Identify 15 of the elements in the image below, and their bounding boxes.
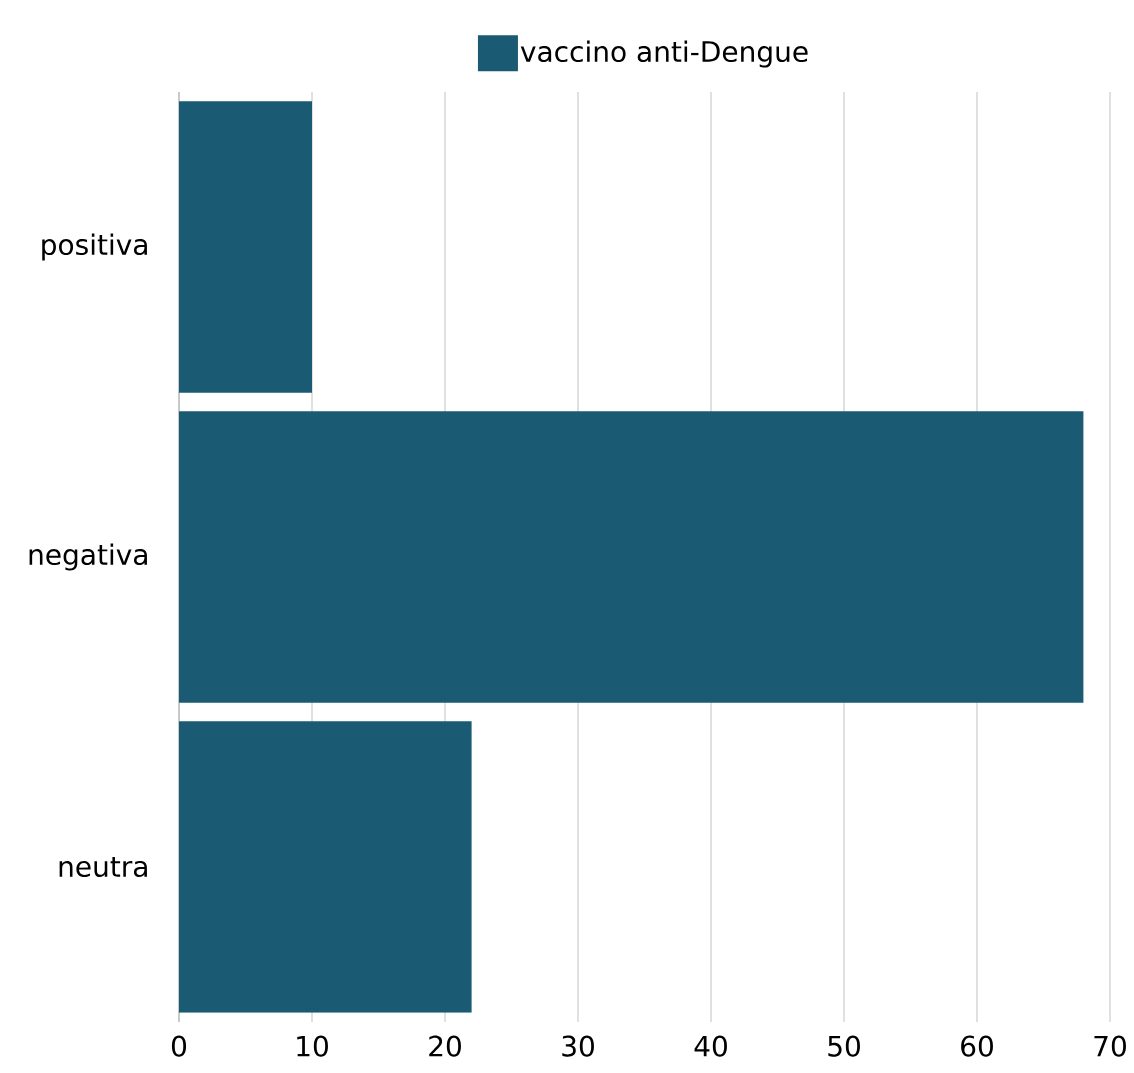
x-tick-label: 10 xyxy=(297,1035,328,1057)
x-tick-label: 60 xyxy=(961,1035,993,1057)
bar xyxy=(179,721,472,1013)
legend-label: vaccino anti-Dengue xyxy=(520,40,808,68)
x-tick-label: 70 xyxy=(1094,1035,1126,1057)
x-tick-label: 30 xyxy=(562,1035,594,1057)
bar xyxy=(179,411,1084,703)
y-tick-label: negativa xyxy=(29,543,147,571)
bar xyxy=(179,101,312,393)
x-tick-label: 40 xyxy=(694,1035,727,1057)
y-tick-label: neutra xyxy=(59,856,147,878)
x-tick-label: 20 xyxy=(429,1035,461,1057)
x-tick-label: 50 xyxy=(828,1035,860,1057)
y-tick-label: positiva xyxy=(42,233,147,261)
x-tick-label: 0 xyxy=(171,1035,187,1057)
